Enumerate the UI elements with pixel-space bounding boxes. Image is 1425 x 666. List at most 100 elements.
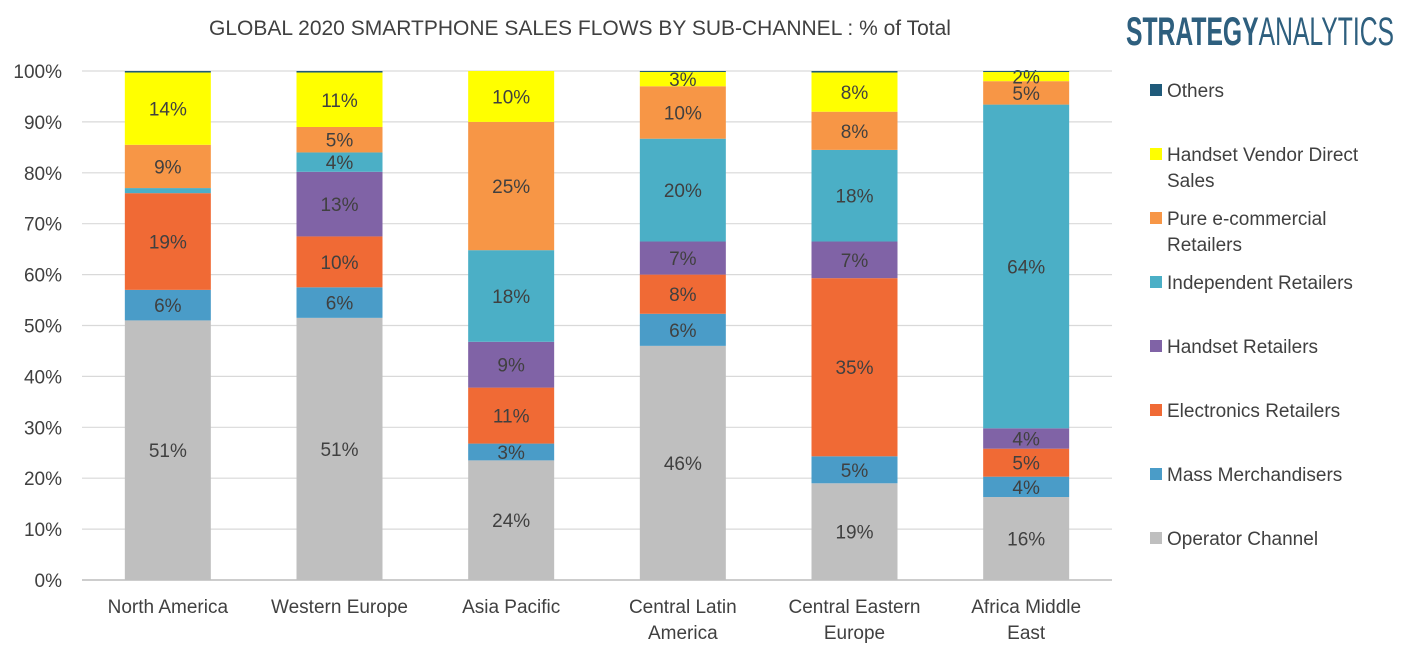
- bar-segment: [811, 71, 898, 73]
- data-label: 51%: [320, 440, 358, 461]
- bar-segment: [983, 104, 1070, 429]
- legend-swatch: [1150, 340, 1162, 352]
- data-label: 11%: [493, 407, 530, 428]
- legend-label: Handset Vendor Direct Sales: [1167, 145, 1359, 192]
- chart-title: GLOBAL 2020 SMARTPHONE SALES FLOWS BY SU…: [209, 17, 951, 40]
- bar-segment: [468, 460, 555, 580]
- bar-segment: [639, 72, 726, 87]
- data-label: 5%: [1012, 454, 1040, 475]
- data-label: 10%: [664, 103, 702, 124]
- legend-swatch: [1150, 532, 1162, 544]
- bar-stack: 24% 3% 11% 9% 18% 25% 10%: [468, 71, 555, 580]
- legend-item: Mass Merchandisers: [1150, 465, 1342, 486]
- bar-segment: [983, 81, 1070, 105]
- data-label: 6%: [669, 321, 697, 342]
- data-label: 8%: [841, 122, 869, 143]
- bar-segment: [811, 149, 898, 242]
- bar-segment: [468, 121, 555, 251]
- data-label: 5%: [841, 461, 869, 482]
- y-tick-label: 90%: [24, 113, 62, 134]
- data-label: 16%: [1007, 530, 1045, 551]
- data-label: 2%: [1012, 68, 1040, 89]
- bar-segment: [983, 497, 1070, 580]
- x-tick-label: Western Europe: [271, 597, 408, 618]
- legend-swatch: [1150, 148, 1162, 160]
- data-label: 11%: [321, 91, 358, 112]
- y-tick-label: 50%: [24, 317, 62, 338]
- legend-item: Pure e-commercial Retailers: [1150, 209, 1326, 256]
- data-label: 4%: [1012, 478, 1040, 499]
- legend-item: Electronics Retailers: [1150, 401, 1340, 422]
- bar-segment: [124, 144, 211, 189]
- bar-segment: [468, 250, 555, 342]
- legend-swatch: [1150, 276, 1162, 288]
- bar-segment: [124, 188, 211, 194]
- bar-segment: [296, 287, 383, 318]
- bar-segment: [639, 313, 726, 346]
- svg-text:STRATEGYANALYTICS: STRATEGYANALYTICS: [1126, 10, 1394, 54]
- data-label: 10%: [492, 87, 530, 108]
- data-label: 4%: [1012, 429, 1040, 450]
- legend-swatch: [1150, 404, 1162, 416]
- bar-segment: [639, 71, 726, 73]
- y-tick-label: 80%: [24, 164, 62, 185]
- bar-stack: 51% 6% 10% 13% 4%5% 11%: [296, 71, 383, 580]
- bar-stack: 51% 6% 19% 9% 14%: [124, 71, 211, 580]
- bar-segment: [811, 111, 898, 150]
- bar-segment: [296, 72, 383, 127]
- bar-segment: [296, 126, 383, 153]
- data-label: 51%: [149, 441, 187, 462]
- bar-segment: [296, 71, 383, 73]
- bar-segment: [983, 448, 1070, 477]
- bar-segment: [124, 193, 211, 290]
- grid-lines: [82, 70, 1112, 581]
- bar-segment: [983, 476, 1070, 498]
- bar-segment: [296, 236, 383, 288]
- legend-label: Operator Channel: [1167, 529, 1318, 550]
- bar-segment: [639, 241, 726, 275]
- bar-segment: [468, 387, 555, 444]
- data-label: 3%: [497, 443, 525, 464]
- legend-label: Electronics Retailers: [1167, 401, 1340, 422]
- data-label: 5%: [1012, 84, 1040, 105]
- bar-segment: [468, 341, 555, 388]
- y-tick-label: 70%: [24, 215, 62, 236]
- x-tick-label: North America: [108, 597, 229, 618]
- bar-stack: 16%4%5%4%64%5%2%: [983, 68, 1070, 580]
- x-tick-label: Asia Pacific: [462, 597, 560, 618]
- y-tick-label: 10%: [24, 520, 62, 541]
- data-label: 9%: [154, 157, 182, 178]
- legend-label: Pure e-commercial Retailers: [1167, 209, 1326, 256]
- y-tick-label: 40%: [24, 367, 62, 388]
- data-label: 13%: [320, 195, 358, 216]
- y-tick-label: 30%: [24, 418, 62, 439]
- data-label: 8%: [841, 83, 869, 104]
- legend-item: Independent Retailers: [1150, 273, 1353, 294]
- bar-segment: [296, 171, 383, 237]
- y-tick-label: 20%: [24, 469, 62, 490]
- data-label: 7%: [841, 251, 869, 272]
- data-label: 18%: [492, 287, 530, 308]
- legend-swatch: [1150, 212, 1162, 224]
- brand-logo: STRATEGYANALYTICS: [1126, 10, 1394, 54]
- data-label: 8%: [669, 285, 697, 306]
- legend-swatch: [1150, 468, 1162, 480]
- bar-segment: [124, 71, 211, 73]
- x-tick-label: Africa Middle East: [971, 597, 1081, 644]
- data-label: 10%: [320, 253, 358, 274]
- data-label: 24%: [492, 511, 530, 532]
- legend-label: Mass Merchandisers: [1167, 465, 1342, 486]
- legend-item: Others: [1150, 81, 1224, 102]
- y-tick-label: 0%: [35, 571, 63, 592]
- bar-segment: [468, 443, 555, 461]
- bar-segment: [639, 86, 726, 139]
- bar-segment: [124, 72, 211, 145]
- data-label: 9%: [497, 356, 525, 377]
- bar-segment: [124, 289, 211, 321]
- bar-segment: [811, 483, 898, 580]
- data-label: 6%: [326, 294, 354, 315]
- brand-logo-part2: ANALYTICS: [1259, 10, 1394, 54]
- bar-stack: 46% 6% 8% 7% 20% 10% 3%: [639, 70, 726, 580]
- bars: 51%6%19%9%14%51%6%10%13%4%5%11%24%3%11%9…: [124, 68, 1070, 580]
- data-label: 18%: [835, 187, 873, 208]
